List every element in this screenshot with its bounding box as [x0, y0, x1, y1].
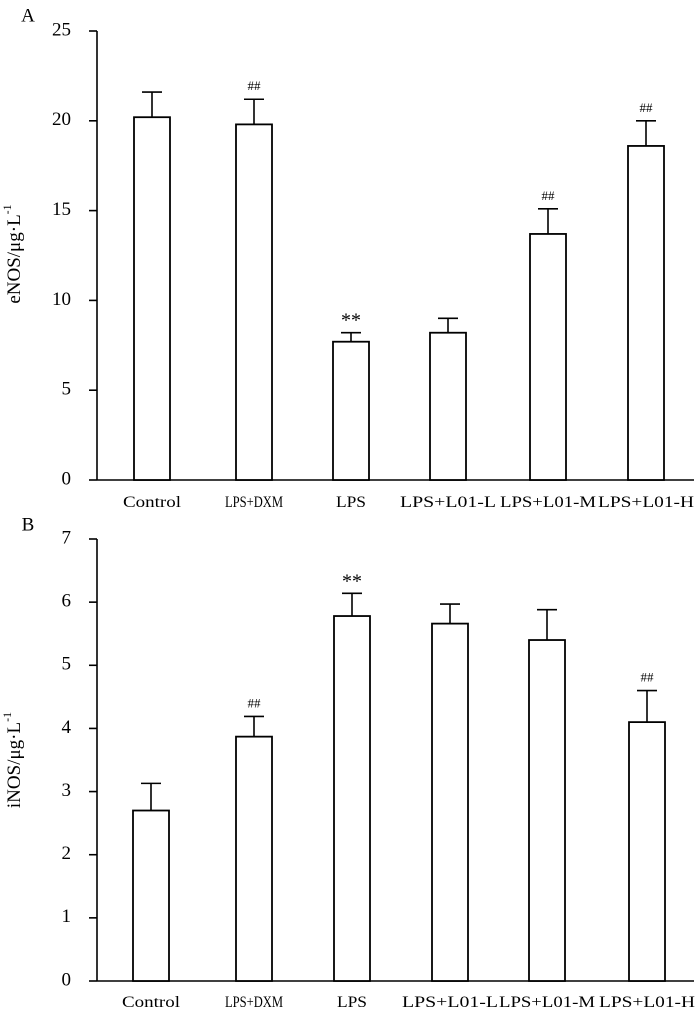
panel-a-bar	[529, 233, 567, 481]
panel-b-bar	[132, 809, 170, 982]
panel-b-category-label: LPS+DXM	[225, 994, 283, 1009]
panel-b-bar	[235, 735, 273, 982]
panel-b-letter: B	[22, 514, 35, 535]
panel-b-y-axis-title-superscript: -1	[0, 712, 14, 722]
panel-b-significance-label: **	[342, 570, 362, 592]
panel-b-category-label: LPS+L01-H	[599, 994, 696, 1009]
panel-a-bar	[627, 145, 665, 481]
panel-b-category-label: Control	[122, 994, 181, 1009]
panel-a-y-tick-label: 10	[52, 289, 71, 310]
panel-a-bar	[133, 116, 171, 481]
panel-b-y-tick-label: 0	[62, 969, 72, 990]
panel-a-bar	[332, 340, 370, 481]
panel-b-y-tick-label: 5	[62, 654, 72, 675]
panel-b-bar	[528, 639, 566, 982]
panel-a-y-axis-title: eNOS/μg·L-1	[0, 204, 25, 303]
panel-b-bar	[431, 622, 469, 982]
panel-a-category-label: LPS	[336, 494, 366, 511]
panel-b-y-tick-label: 6	[62, 591, 72, 612]
panel-b-significance-label: ##	[641, 670, 655, 685]
panel-b-y-tick-label: 7	[62, 527, 72, 548]
panel-b-bar	[628, 721, 666, 982]
panel-a-y-axis-title-superscript: -1	[0, 204, 14, 214]
panel-b-y-axis-title: iNOS/μg·L-1	[0, 712, 25, 808]
panel-a-category-label: LPS+L01-M	[500, 494, 596, 511]
panel-a-significance-label: ##	[640, 100, 654, 115]
panel-a-y-tick-label: 20	[52, 109, 71, 130]
panel-b-y-tick-label: 3	[62, 780, 72, 801]
panel-a-bar	[429, 331, 467, 481]
panel-b-y-tick-label: 2	[62, 843, 72, 864]
panel-b-y-tick-label: 4	[62, 717, 72, 738]
panel-a-category-label: LPS+L01-H	[598, 494, 695, 511]
panel-b-y-tick-label: 1	[62, 906, 72, 927]
panel-a-significance-label: ##	[542, 188, 556, 203]
panel-a-significance-label: **	[341, 310, 361, 332]
panel-b-category-label: LPS+L01-L	[402, 994, 498, 1009]
panel-a-letter: A	[21, 5, 35, 26]
panel-a-y-axis-title-main: eNOS/μg·L	[4, 214, 25, 303]
panel-a-significance-label: ##	[248, 78, 262, 93]
panel-b-significance-label: ##	[248, 695, 262, 710]
panel-a-bar	[235, 123, 273, 481]
panel-a-category-label: LPS+DXM	[225, 494, 283, 511]
panel-a-category-label: Control	[123, 494, 182, 511]
panel-a-y-tick-label: 15	[52, 199, 71, 220]
panel-b-bar	[333, 615, 371, 982]
panel-a-y-tick-label: 0	[62, 468, 72, 489]
panel-b-category-label: LPS	[337, 994, 367, 1009]
panel-a-y-tick-label: 5	[62, 379, 72, 400]
panel-a-category-label: LPS+L01-L	[400, 494, 496, 511]
panel-a-y-tick-label: 25	[52, 19, 71, 40]
panel-b-category-label: LPS+L01-M	[499, 994, 595, 1009]
panel-b-y-axis-title-main: iNOS/μg·L	[4, 722, 25, 808]
